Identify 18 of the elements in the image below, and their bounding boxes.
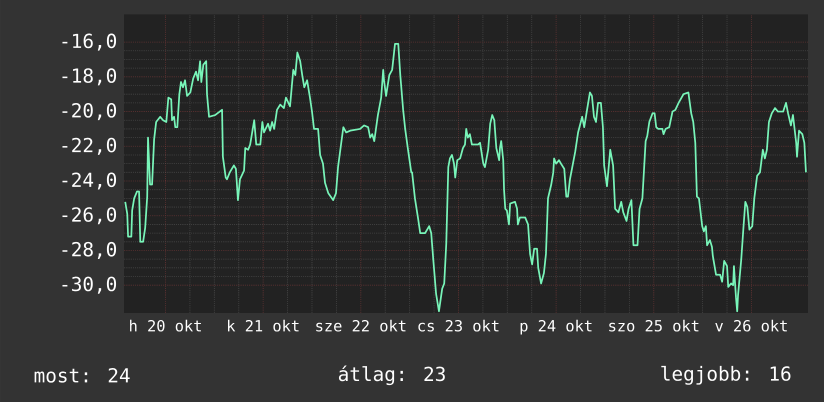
x-tick-label: cs 23 okt bbox=[418, 320, 498, 332]
text: legjobb: 16 bbox=[661, 366, 790, 385]
x-tick-label: v 26 okt bbox=[715, 320, 787, 332]
x-tick-label: k 21 okt bbox=[228, 320, 299, 332]
y-tick-label: -30,0 bbox=[62, 276, 116, 294]
text: most: 24 bbox=[34, 368, 130, 383]
y-tick-label: -20,0 bbox=[62, 103, 116, 120]
x-tick-label: p 24 okt bbox=[520, 320, 592, 335]
y-tick-label: -18,0 bbox=[62, 68, 116, 86]
text: átlag: 23 bbox=[338, 366, 445, 386]
y-tick-label: -16,0 bbox=[62, 34, 116, 51]
x-tick-label: sze 22 okt bbox=[316, 320, 406, 332]
y-tick-label: -24,0 bbox=[62, 172, 116, 190]
y-tick-label: -22,0 bbox=[62, 138, 116, 155]
x-tick-label: h 20 okt bbox=[130, 320, 201, 332]
y-tick-label: -28,0 bbox=[62, 242, 116, 260]
x-tick-label: szo 25 okt bbox=[609, 320, 698, 332]
y-tick-label: -26,0 bbox=[62, 207, 116, 224]
